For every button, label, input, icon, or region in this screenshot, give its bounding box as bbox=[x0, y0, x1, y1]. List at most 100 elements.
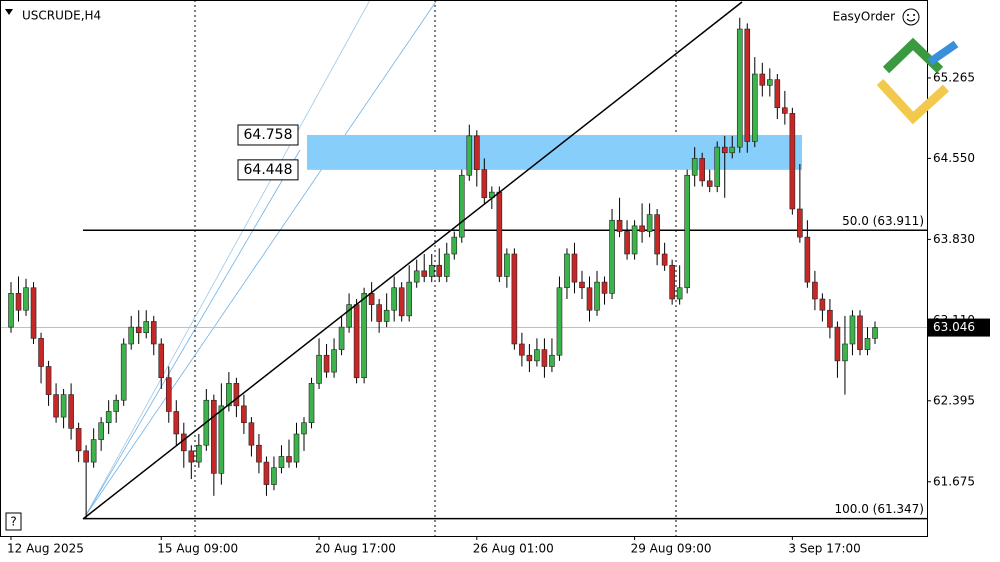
candle-body bbox=[165, 377, 172, 412]
candle-body bbox=[669, 264, 675, 300]
candle-body bbox=[549, 354, 555, 367]
candle-body bbox=[68, 394, 74, 429]
candle-body bbox=[661, 253, 668, 266]
candle-body bbox=[406, 281, 412, 317]
help-text[interactable]: ? bbox=[10, 515, 16, 529]
candle-body bbox=[413, 270, 420, 283]
candle-body bbox=[579, 281, 585, 289]
candle-body bbox=[458, 174, 465, 238]
candle-body bbox=[308, 383, 315, 424]
candle-body bbox=[135, 326, 142, 334]
candle-body bbox=[428, 264, 435, 277]
candle-body bbox=[834, 326, 841, 362]
candle-body bbox=[398, 287, 405, 317]
x-tick-label: 26 Aug 01:00 bbox=[473, 542, 554, 556]
current-price-box bbox=[928, 318, 990, 337]
candle-body bbox=[248, 422, 255, 446]
candle-body bbox=[767, 79, 773, 86]
smiley bbox=[902, 8, 920, 26]
candle-body bbox=[586, 287, 593, 311]
price-zone bbox=[307, 134, 802, 170]
candle-body bbox=[226, 383, 232, 407]
x-tick-label: 15 Aug 09:00 bbox=[157, 542, 238, 556]
candle-body bbox=[714, 146, 721, 187]
candle-body bbox=[30, 287, 37, 339]
candle-body bbox=[736, 28, 743, 148]
plot bbox=[0, 17, 927, 520]
candle-body bbox=[150, 321, 157, 345]
candle-body bbox=[721, 146, 728, 154]
candle-body bbox=[496, 191, 503, 277]
candle-body bbox=[338, 326, 345, 350]
candle-body bbox=[331, 349, 337, 373]
candle-body bbox=[797, 208, 803, 238]
candle-body bbox=[601, 281, 608, 294]
candle-body bbox=[676, 287, 683, 300]
candle-body bbox=[624, 231, 630, 255]
candle-body bbox=[241, 405, 247, 424]
candle-body bbox=[301, 422, 307, 435]
candle-body bbox=[233, 383, 240, 407]
y-tick-label: 62.395 bbox=[933, 393, 975, 407]
help-button[interactable] bbox=[5, 512, 22, 531]
fib-label: 50.0 (63.911) bbox=[842, 214, 924, 228]
candle-body bbox=[782, 107, 788, 114]
candle-body bbox=[53, 394, 59, 418]
candle-body bbox=[120, 343, 127, 401]
candle-body bbox=[443, 253, 450, 277]
candle-body bbox=[616, 219, 623, 232]
candle-body bbox=[534, 349, 540, 362]
candle-body bbox=[849, 315, 856, 345]
candle-body bbox=[158, 343, 165, 379]
smiley-mouth bbox=[906, 18, 916, 22]
zone-label: 64.448 bbox=[244, 162, 293, 178]
candle-body bbox=[45, 366, 52, 395]
candle-body bbox=[293, 433, 300, 463]
candle-body bbox=[75, 428, 82, 452]
plot-border bbox=[0, 0, 928, 537]
candle-body bbox=[271, 467, 277, 485]
candle-body bbox=[105, 411, 112, 424]
x-tick-label: 29 Aug 09:00 bbox=[631, 542, 712, 556]
candle-body bbox=[646, 214, 653, 232]
logo-blue bbox=[927, 40, 959, 66]
fan-line bbox=[85, 0, 438, 516]
candle-body bbox=[98, 422, 104, 440]
candle-body bbox=[391, 287, 397, 311]
smiley-eye bbox=[913, 14, 915, 16]
candle-body bbox=[113, 399, 119, 412]
fan-line bbox=[85, 149, 301, 516]
candle-body bbox=[706, 180, 713, 187]
candle-body bbox=[256, 444, 262, 463]
candle-body bbox=[804, 236, 811, 283]
smiley-eye bbox=[907, 14, 909, 16]
candle-body bbox=[556, 287, 563, 356]
candle-body bbox=[691, 158, 698, 176]
y-tick-label: 64.550 bbox=[933, 151, 975, 165]
candle-body bbox=[211, 399, 217, 474]
fib-label: 100.0 (61.347) bbox=[834, 502, 924, 516]
candle-body bbox=[594, 281, 600, 311]
candle-body bbox=[60, 394, 67, 418]
candle-body bbox=[196, 444, 202, 463]
candle-body bbox=[631, 225, 638, 255]
y-tick-label: 65.265 bbox=[933, 70, 975, 84]
candle-body bbox=[684, 174, 690, 289]
x-tick-label: 3 Sep 17:00 bbox=[788, 542, 860, 556]
x-tick-label: 12 Aug 2025 bbox=[7, 542, 84, 556]
fan-line bbox=[85, 0, 371, 516]
zone-label-box bbox=[237, 159, 299, 181]
candle-body bbox=[872, 327, 878, 339]
candle-body bbox=[278, 456, 285, 469]
candle-body bbox=[827, 309, 833, 328]
candle-body bbox=[564, 253, 570, 289]
candle-body bbox=[751, 73, 758, 142]
candle-body bbox=[699, 158, 706, 182]
candle-body bbox=[218, 405, 225, 474]
candle-body bbox=[188, 450, 195, 463]
candle-body bbox=[857, 315, 863, 350]
logo bbox=[876, 37, 959, 125]
